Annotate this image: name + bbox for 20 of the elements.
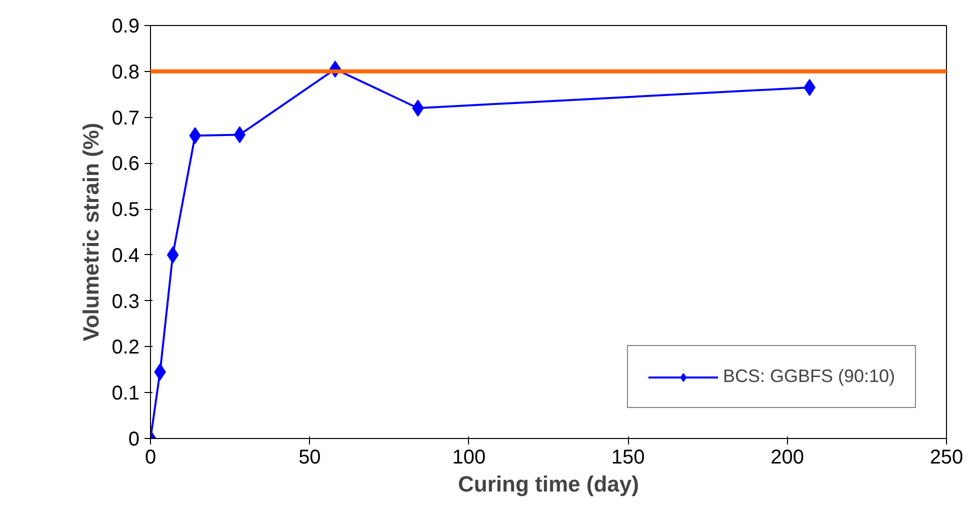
y-tick-label: 0 [128,428,140,450]
y-tick-label: 0.9 [112,16,140,38]
x-tick-label: 150 [611,446,645,468]
y-tick-label: 0.4 [112,244,140,267]
y-tick-label: 0.1 [112,382,140,405]
y-tick-label: 0.6 [112,153,140,176]
y-axis-title: Volumetric strain (%) [78,122,104,342]
y-tick-label: 0.5 [112,199,140,222]
legend-label: BCS: GGBFS (90:10) [722,366,895,387]
y-tick-label: 0.7 [112,107,140,130]
x-tick-label: 200 [770,446,804,468]
point [166,246,179,264]
x-tick-label: 100 [452,446,486,468]
x-tick-label: 250 [930,446,964,468]
x-tick-label: 0 [144,446,156,468]
y-tick-label: 0.3 [112,290,140,313]
x-axis-title: Curing time (day) [458,472,639,496]
y-tick-label: 0.8 [112,61,140,84]
y-tick-label: 0.2 [112,336,140,359]
x-tick-label: 50 [298,446,321,468]
